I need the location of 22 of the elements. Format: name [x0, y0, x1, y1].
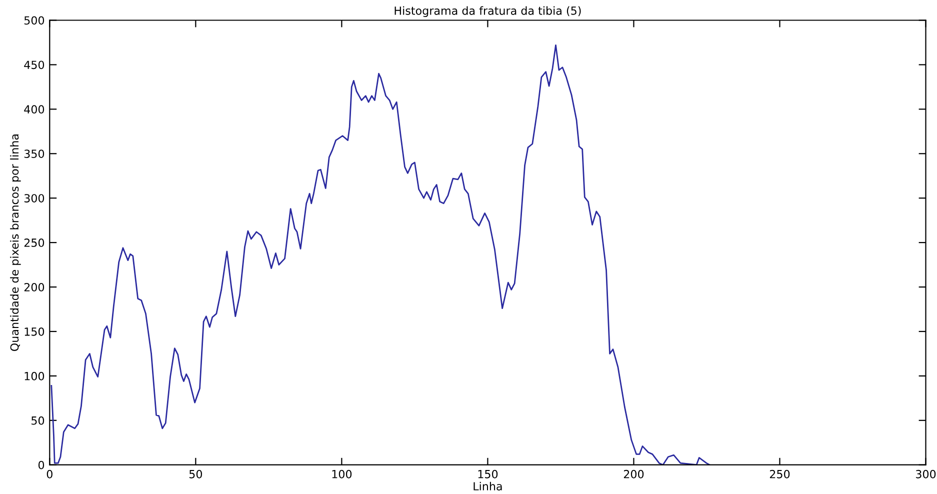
x-tick-label: 0	[46, 470, 52, 478]
y-tick-label: 350	[24, 150, 44, 158]
y-tick-label: 500	[24, 16, 44, 25]
y-tick-label: 200	[24, 282, 44, 292]
y-tick-label: 250	[24, 238, 44, 247]
line-series	[50, 44, 710, 465]
x-axis-title: Linha	[474, 482, 502, 490]
y-tick-label: 400	[24, 105, 44, 114]
y-axis-title: Quantidade de pixeis brancos por linha	[10, 134, 21, 351]
y-tick-label: 150	[24, 327, 44, 336]
x-tick-label: 200	[624, 470, 644, 478]
chart-title: Histograma da fratura da tibia (5)	[394, 6, 581, 18]
y-tick-label: 0	[38, 460, 44, 470]
y-tick-label: 50	[32, 416, 44, 425]
y-tick-label: 100	[24, 372, 44, 380]
x-tick-label: 150	[478, 470, 498, 478]
x-tick-label: 100	[332, 470, 352, 478]
y-tick-label: 300	[24, 194, 44, 202]
x-tick-label: 300	[916, 470, 936, 478]
y-tick-label: 450	[24, 60, 44, 70]
x-tick-label: 50	[189, 470, 202, 478]
x-tick-label: 250	[770, 470, 790, 478]
